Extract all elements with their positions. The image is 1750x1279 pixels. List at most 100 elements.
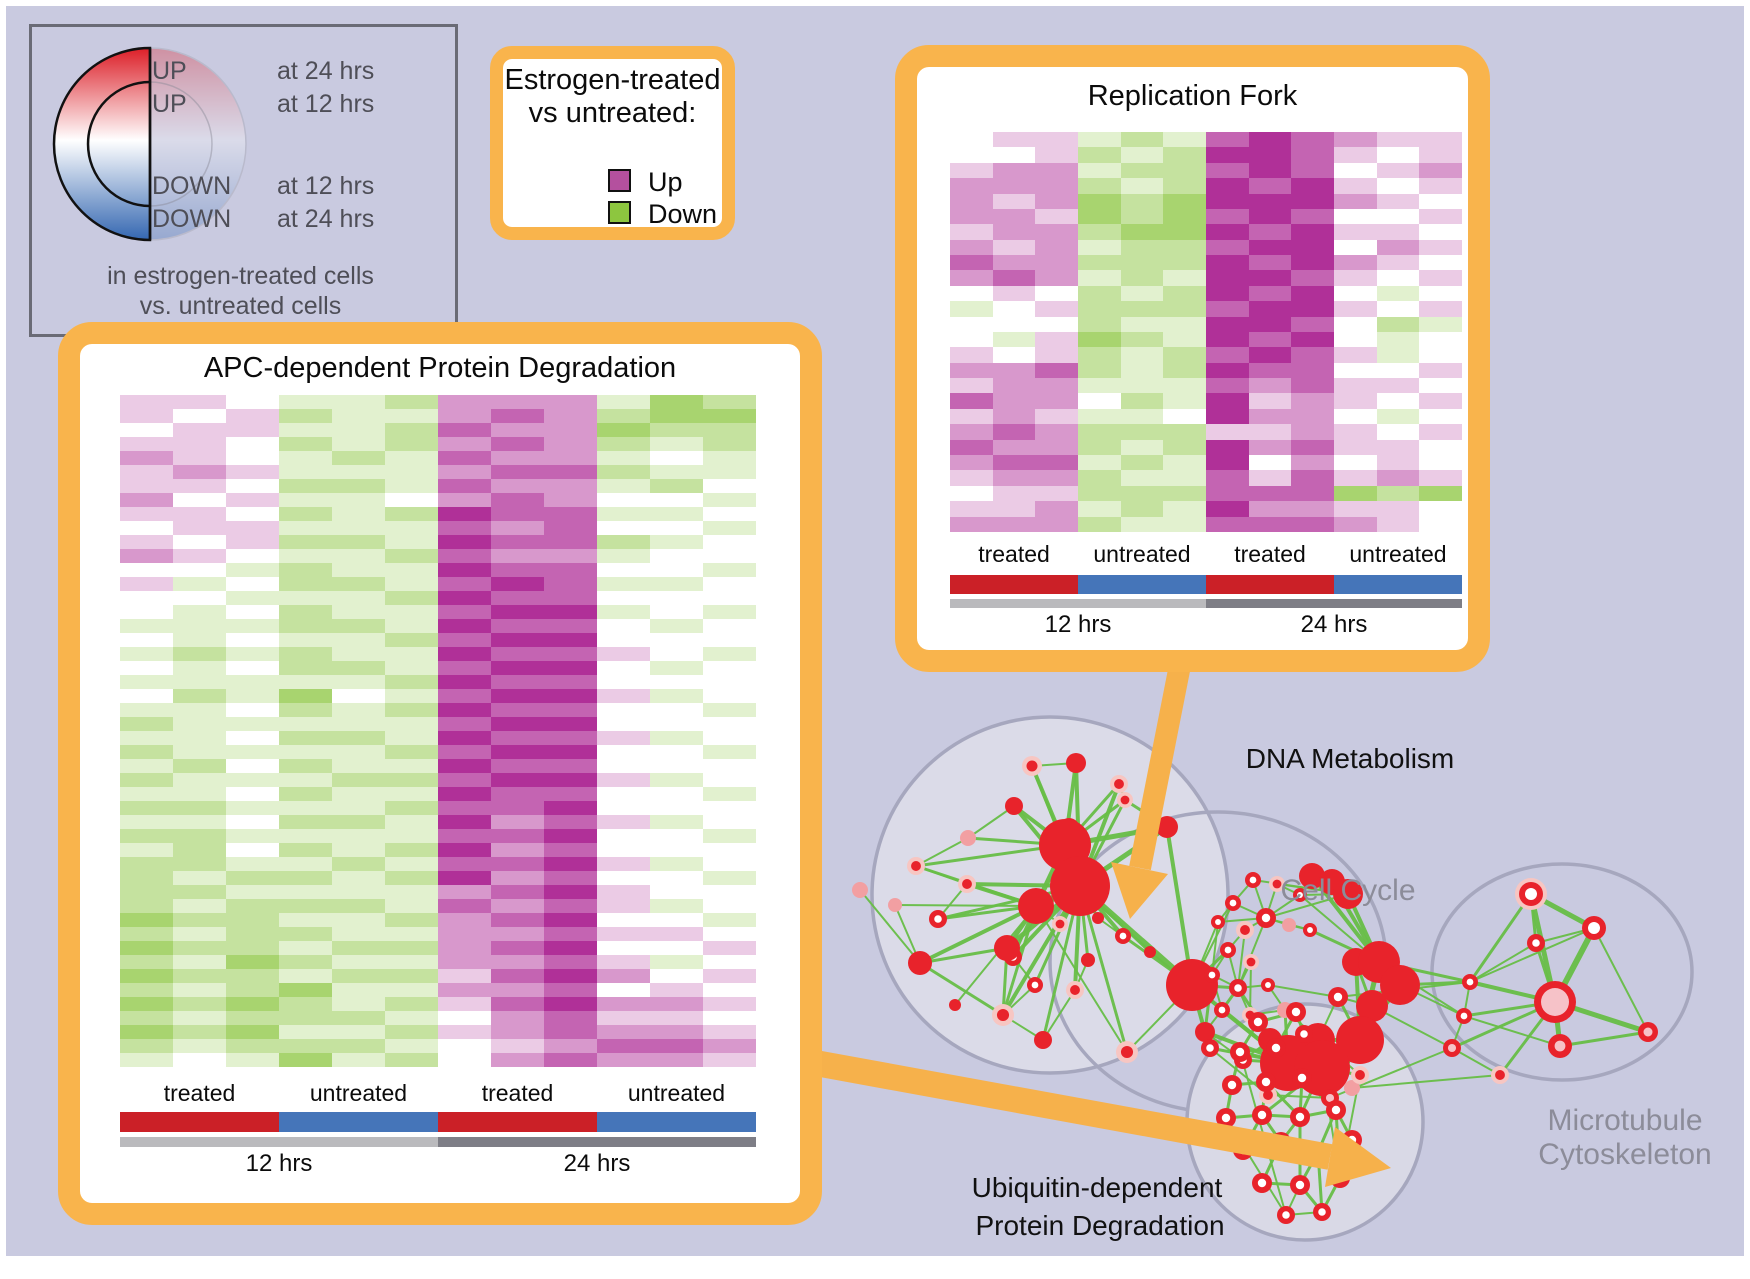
network-node xyxy=(852,882,868,898)
legend-up-24-time: at 24 hrs xyxy=(277,57,375,85)
col-group-bar xyxy=(597,1112,756,1132)
heatmap-cell xyxy=(491,689,544,703)
heatmap-cell xyxy=(1376,439,1420,456)
heatmap-cell xyxy=(597,731,650,745)
heatmap-cell xyxy=(1120,485,1164,502)
heatmap-cell xyxy=(173,1053,226,1067)
heatmap-cell xyxy=(332,521,385,535)
heatmap-cell xyxy=(1291,408,1334,425)
col-group-label: treated xyxy=(163,1080,236,1106)
heatmap-cell xyxy=(1334,132,1377,148)
heatmap-cell xyxy=(1206,455,1249,471)
heatmap-cell xyxy=(173,759,226,773)
network-node-center xyxy=(1525,888,1537,900)
heatmap-cell xyxy=(279,423,332,437)
heatmap-cell xyxy=(703,465,756,479)
heatmap-cell xyxy=(438,465,491,479)
heatmap-cell xyxy=(120,591,173,605)
heatmap-cell xyxy=(385,843,438,857)
heatmap-cell xyxy=(173,1025,226,1039)
heatmap-cell xyxy=(491,1011,544,1025)
heatmap-cell xyxy=(1035,301,1078,317)
heatmap-cell xyxy=(385,801,438,815)
heatmap-cell xyxy=(173,1011,226,1025)
heatmap-cell xyxy=(1078,393,1121,409)
heatmap-cell xyxy=(650,577,703,591)
heatmap-cell xyxy=(491,423,544,437)
heatmap-cell xyxy=(1078,255,1121,271)
heatmap-cell xyxy=(597,857,650,871)
heatmap-cell xyxy=(226,633,279,647)
heatmap-cell xyxy=(438,1025,491,1039)
heatmap-cell xyxy=(173,969,226,983)
heatmap-cell xyxy=(1376,301,1420,317)
heatmap-cell xyxy=(650,941,703,955)
heatmap-cell xyxy=(1334,347,1377,363)
network-node-center xyxy=(1031,981,1039,989)
heatmap-cell xyxy=(703,941,756,955)
heatmap-cell xyxy=(650,913,703,927)
heatmap-cell xyxy=(1419,455,1462,471)
heatmap-cell xyxy=(385,1053,438,1067)
heatmap-cell xyxy=(279,549,332,563)
heatmap-cell xyxy=(703,927,756,941)
heatmap-cell xyxy=(1078,224,1121,240)
heatmap-cell xyxy=(438,535,491,549)
network-node-center xyxy=(1495,1070,1505,1080)
network-node-center xyxy=(1249,876,1257,884)
heatmap-cell xyxy=(1334,208,1377,225)
heatmap-cell xyxy=(1163,239,1206,255)
heatmap-cell xyxy=(1206,424,1249,440)
heatmap-cell xyxy=(1376,208,1420,225)
heatmap-cell xyxy=(1334,516,1377,532)
heatmap-cell xyxy=(1120,393,1164,409)
heatmap-cell xyxy=(332,941,385,955)
heatmap-cell xyxy=(491,829,544,843)
heatmap-cell xyxy=(544,521,597,535)
heatmap-cell xyxy=(1248,439,1292,456)
heatmap-cell xyxy=(703,745,756,759)
heatmap-cell xyxy=(279,927,332,941)
network-node-center xyxy=(1229,899,1237,907)
heatmap-cell xyxy=(1248,285,1292,302)
heatmap-cell xyxy=(385,647,438,661)
heatmap-cell xyxy=(650,1025,703,1039)
heatmap-cell xyxy=(279,941,332,955)
network-edge xyxy=(918,946,1009,965)
heatmap-cell xyxy=(226,423,279,437)
heatmap-cell xyxy=(438,997,491,1011)
heatmap-cell xyxy=(226,899,279,913)
network-node-center xyxy=(1265,982,1271,988)
heatmap-cell xyxy=(1376,393,1420,409)
heatmap-cell xyxy=(279,745,332,759)
heatmap-cell xyxy=(1078,239,1121,255)
heatmap-cell xyxy=(544,479,597,493)
heatmap-cell xyxy=(120,997,173,1011)
heatmap-cell xyxy=(173,1039,226,1053)
heatmap-cell xyxy=(438,633,491,647)
heatmap-cell xyxy=(173,941,226,955)
heatmap-cell xyxy=(332,465,385,479)
heatmap-cell xyxy=(173,913,226,927)
heatmap-cell xyxy=(544,815,597,829)
heatmap-cell xyxy=(120,689,173,703)
legend-down-12-word: DOWN xyxy=(152,172,232,200)
heatmap-cell xyxy=(332,829,385,843)
heatmap-cell xyxy=(226,745,279,759)
heatmap-cell xyxy=(1248,147,1292,163)
heatmap-cell xyxy=(1120,239,1164,255)
heatmap-cell xyxy=(703,661,756,675)
heatmap-cell xyxy=(1419,408,1462,425)
heatmap-cell xyxy=(1248,455,1292,471)
heatmap-cell xyxy=(1035,147,1078,163)
heatmap-cell xyxy=(226,997,279,1011)
heatmap-cell xyxy=(1120,455,1164,471)
heatmap-cell xyxy=(226,703,279,717)
network-edge xyxy=(894,904,1037,907)
apc-heatmap xyxy=(120,395,756,1067)
heatmap-cell xyxy=(226,857,279,871)
network-edge xyxy=(859,889,921,964)
heatmap-cell xyxy=(597,409,650,423)
heatmap-cell xyxy=(1163,147,1206,163)
heatmap-cell xyxy=(438,1011,491,1025)
